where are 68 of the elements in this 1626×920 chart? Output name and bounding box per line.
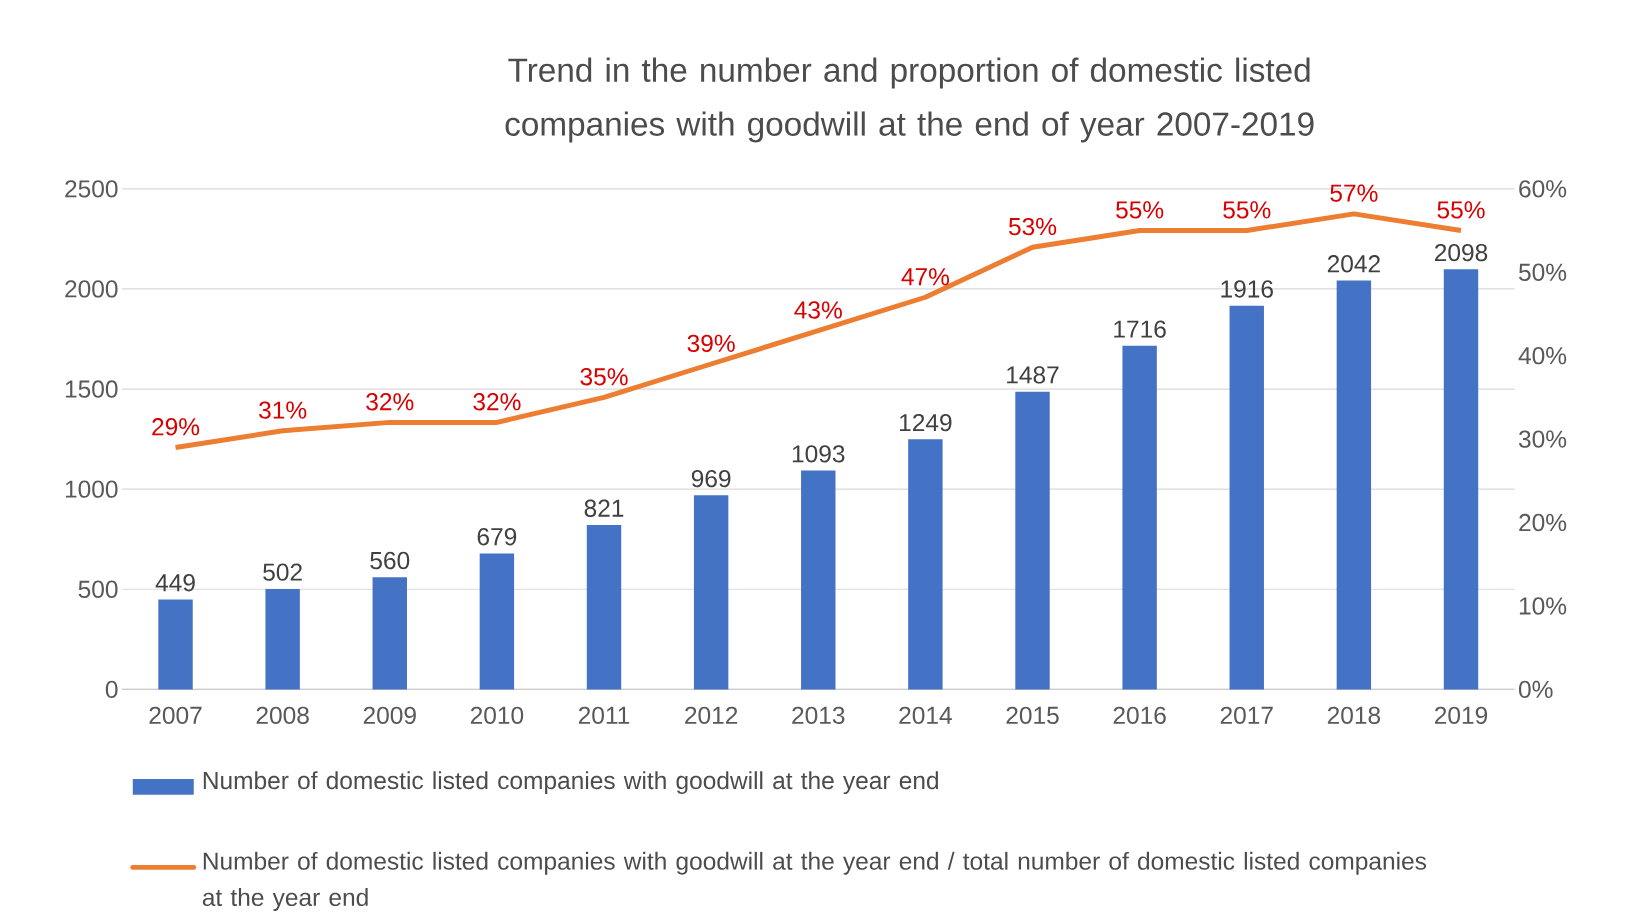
bar <box>479 553 515 690</box>
x-tick-label: 2010 <box>470 706 524 725</box>
y-tick-label: 1000 <box>65 480 118 499</box>
data-label: 679 <box>477 528 517 546</box>
data-label: 502 <box>263 563 302 582</box>
bar <box>265 589 300 690</box>
data-label: 32% <box>473 393 521 411</box>
x-tick-label: 2009 <box>363 706 416 725</box>
bar <box>693 495 729 690</box>
y2-tick-label: 60% <box>1519 180 1567 198</box>
bar <box>1443 269 1479 690</box>
data-label: 31% <box>259 401 307 420</box>
legend-label: Number of domestic listed companies with goodwill at the year end <box>203 771 939 795</box>
y-tick-label: 1500 <box>65 380 118 398</box>
data-label: 2098 <box>1434 244 1488 262</box>
data-label: 821 <box>584 499 624 518</box>
data-label: 55% <box>1116 201 1164 219</box>
data-label: 39% <box>687 334 735 353</box>
data-label: 560 <box>370 552 410 570</box>
x-tick-label: 2007 <box>149 706 202 725</box>
data-label: 47% <box>901 268 950 286</box>
bar <box>801 470 836 690</box>
bar <box>908 439 943 690</box>
bar <box>1122 346 1157 690</box>
data-label: 55% <box>1437 201 1485 219</box>
bar <box>1015 391 1050 690</box>
data-label: 969 <box>691 470 731 488</box>
data-label: 53% <box>1008 218 1057 236</box>
bar <box>586 525 622 690</box>
data-label: 1093 <box>792 445 845 463</box>
x-tick-label: 2012 <box>685 706 738 725</box>
data-label: 55% <box>1223 201 1271 219</box>
x-tick-label: 2018 <box>1327 706 1381 725</box>
y2-tick-label: 40% <box>1518 347 1567 365</box>
data-label: 35% <box>580 368 628 386</box>
y2-tick-label: 20% <box>1519 514 1567 532</box>
x-tick-label: 2017 <box>1220 706 1273 725</box>
bar <box>1336 280 1372 690</box>
y2-tick-label: 10% <box>1519 597 1567 615</box>
bar <box>1229 305 1264 690</box>
data-label: 57% <box>1330 184 1378 203</box>
x-tick-label: 2019 <box>1434 706 1488 725</box>
x-tick-label: 2011 <box>578 706 630 725</box>
data-label: 449 <box>155 574 195 592</box>
data-label: 1249 <box>900 414 952 432</box>
y-tick-label: 2500 <box>65 180 118 198</box>
x-tick-label: 2015 <box>1006 706 1059 725</box>
y2-tick-label: 0% <box>1518 680 1553 699</box>
bar <box>158 599 193 690</box>
data-label: 1716 <box>1114 320 1166 338</box>
data-label: 43% <box>794 301 842 319</box>
data-label: 32% <box>366 393 414 411</box>
bar <box>372 577 407 690</box>
data-label: 1487 <box>1007 366 1059 384</box>
x-tick-label: 2013 <box>792 706 845 725</box>
data-label: 1916 <box>1221 280 1273 298</box>
x-tick-label: 2008 <box>256 706 309 725</box>
data-label: 2042 <box>1327 255 1380 273</box>
x-tick-label: 2016 <box>1113 706 1166 725</box>
data-label: 29% <box>152 418 200 436</box>
chart-title: Trend in the number and proportion of domestic listed companies with goodwill at the end of year 2007-2019 <box>505 57 1314 143</box>
y-tick-label: 500 <box>78 580 118 599</box>
y-tick-label: 2000 <box>65 280 118 298</box>
y-tick-label: 0 <box>105 680 118 699</box>
legend-label: Number of domestic listed companies with goodwill at the year end / total number of domestic listed companies at the year end <box>202 852 1427 912</box>
x-tick-label: 2014 <box>899 706 952 725</box>
y2-tick-label: 50% <box>1519 263 1567 282</box>
y2-tick-label: 30% <box>1518 430 1567 449</box>
